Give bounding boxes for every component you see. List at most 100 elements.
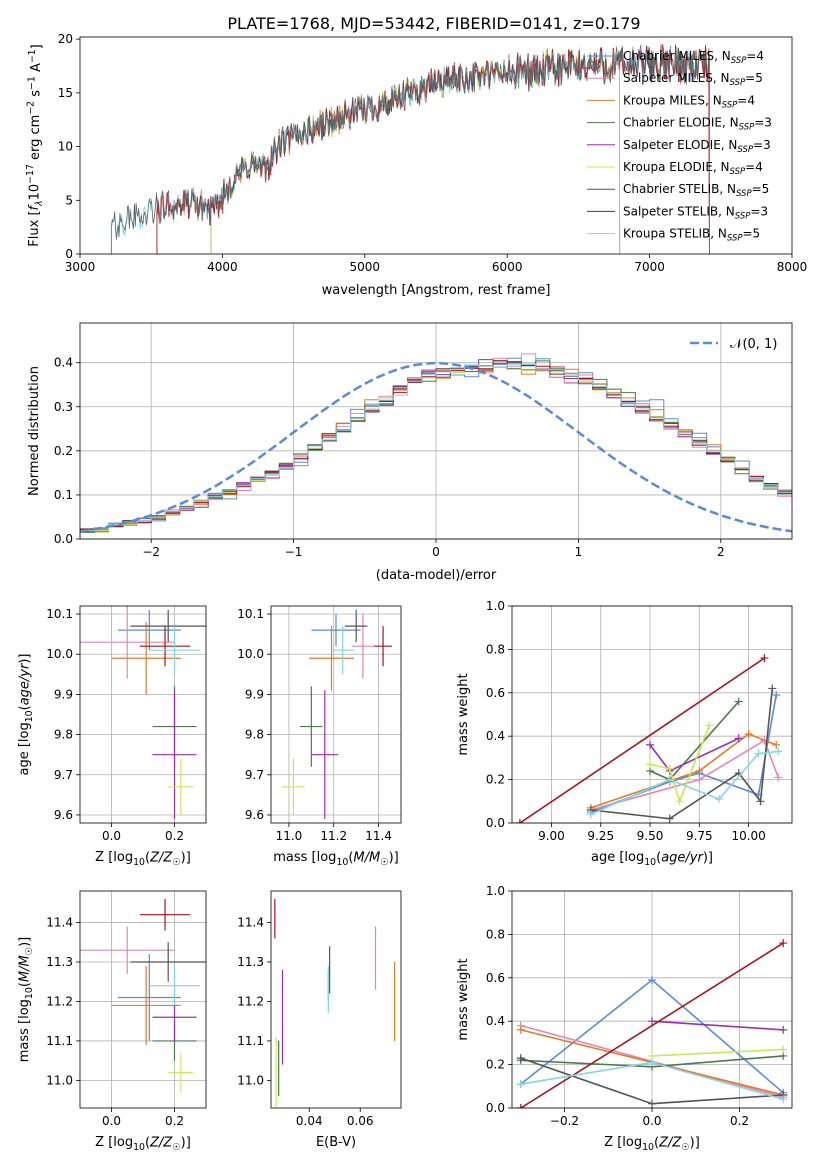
- y-tick-label: 11.2: [237, 994, 264, 1008]
- y-tick-label: 11.4: [46, 916, 73, 930]
- y-tick-label: 11.2: [46, 994, 73, 1008]
- y-tick-label: 10.1: [46, 607, 73, 621]
- x-tick-label: 0.2: [165, 1114, 184, 1128]
- x-tick-label: 4000: [207, 260, 238, 274]
- y-tick-label: 0.2: [486, 773, 505, 787]
- y-tick-label: 0.0: [54, 532, 73, 546]
- x-tick-label: 0.2: [730, 1114, 749, 1128]
- y-tick-label: 11.3: [46, 955, 73, 969]
- weight-line-salpeter-miles: [590, 739, 779, 811]
- label-fragment: )]: [703, 850, 713, 865]
- label-fragment: (: [656, 850, 661, 865]
- x-tick-label: 0: [432, 545, 440, 559]
- x-tick-label: 7000: [634, 260, 665, 274]
- label-fragment: Z/Z: [149, 850, 173, 865]
- weight-marker: [675, 797, 684, 806]
- y-tick-label: 1.0: [486, 884, 505, 898]
- label-fragment: (: [654, 1135, 659, 1150]
- weight-marker: [516, 1080, 525, 1089]
- legend-n-prefix: , N: [714, 49, 731, 63]
- weight-marker: [695, 766, 704, 775]
- y-tick-label: 0.4: [486, 729, 505, 743]
- label-fragment: λ: [34, 200, 45, 207]
- weight-marker: [516, 1025, 525, 1034]
- y-axis-label: Normed distribution: [27, 366, 42, 496]
- label-fragment: 10: [336, 857, 348, 868]
- legend-label: Chabrier ELODIE, NSSP=3: [623, 116, 772, 133]
- legend-n-value: =3: [750, 204, 768, 218]
- x-tick-label: 9.75: [686, 829, 713, 843]
- legend-model: Salpeter STELIB: [623, 204, 718, 218]
- weight-marker: [648, 1058, 656, 1067]
- x-tick-label: 0.0: [642, 1114, 661, 1128]
- weight-marker: [768, 684, 777, 693]
- plot-area: [515, 654, 783, 823]
- legend-n-value: =5: [743, 227, 761, 241]
- weight-marker: [695, 775, 704, 784]
- label-fragment: −1: [27, 49, 38, 63]
- residual-histogram-panel: −2 −1 0 1 2 0.0 0.1 0.2 0.3 0.4 𝒩(0, 1) (data-model…: [27, 322, 793, 583]
- weight-marker: [772, 740, 781, 749]
- label-fragment: A: [29, 63, 44, 76]
- y-tick-label: 10.1: [237, 607, 264, 621]
- label-fragment: (: [145, 850, 150, 865]
- y-tick-label: 9.8: [245, 728, 264, 742]
- y-tick-label: 0.2: [54, 444, 73, 458]
- plot-area: [516, 939, 788, 1108]
- y-axis-label: age [log10(age/yr)]: [17, 653, 35, 775]
- legend-n-prefix: , N: [718, 204, 735, 218]
- weight-marker: [756, 797, 765, 806]
- y-axis-label: Flux [fλ10−17 erg cm−2 s−1 A−1]: [25, 44, 45, 246]
- x-axis-label: wavelength [Angstrom, rest frame]: [322, 283, 551, 298]
- plot-area: [274, 898, 396, 1108]
- label-fragment: age [log: [17, 722, 32, 775]
- x-tick-label: 0.0: [102, 829, 121, 843]
- label-fragment: 10: [24, 710, 35, 722]
- weight-line-salpeter-elodie: [651, 1020, 784, 1031]
- y-tick-label: 9.6: [54, 808, 73, 822]
- legend-n-subscript: SSP: [737, 145, 753, 155]
- mass-vs-ebv-panel: 0.04 0.06 11.0 11.1 11.2 11.3 11.4 E(B-V): [237, 890, 402, 1150]
- legend-n-prefix: , N: [705, 93, 722, 107]
- label-fragment: mass [log: [273, 850, 336, 865]
- axes-frame: [79, 890, 207, 1109]
- x-tick-label: 11.2: [320, 829, 347, 843]
- legend-model: Kroupa STELIB: [623, 227, 710, 241]
- legend-n-value: =4: [746, 49, 764, 63]
- label-fragment: 10: [133, 857, 145, 868]
- x-tick-label: −1: [285, 545, 303, 559]
- label-fragment: )]: [389, 851, 399, 866]
- y-tick-label: 0.0: [486, 816, 505, 830]
- y-axis-label: mass weight: [456, 958, 471, 1040]
- legend-model: Chabrier MILES: [623, 49, 714, 63]
- y-tick-label: 9.9: [54, 687, 73, 701]
- weight-marker: [705, 721, 714, 730]
- label-fragment: 10: [644, 857, 656, 868]
- y-tick-label: 10.0: [237, 647, 264, 661]
- x-axis-label: Z [log10(Z/Z☉)]: [95, 850, 191, 868]
- y-axis-label: mass weight: [456, 673, 471, 755]
- x-tick-label: 9.50: [637, 829, 664, 843]
- legend-n-prefix: , N: [713, 160, 730, 174]
- x-tick-label: 0.2: [165, 829, 184, 843]
- legend-n-subscript: SSP: [731, 56, 747, 66]
- label-fragment: )]: [181, 1136, 191, 1151]
- x-tick-label: 9.25: [587, 829, 614, 843]
- axes-frame: [270, 605, 402, 824]
- legend-model: Salpeter ELODIE: [623, 138, 721, 152]
- figure-title: PLATE=1768, MJD=53442, FIBERID=0141, z=0…: [227, 14, 640, 33]
- axes-frame: [79, 36, 793, 255]
- legend-n-value: =4: [737, 93, 755, 107]
- label-fragment: (: [17, 705, 32, 710]
- x-tick-label: 0.04: [296, 1114, 323, 1128]
- legend-label: 𝒩(0, 1): [730, 337, 777, 352]
- plot-area: [80, 606, 206, 819]
- weight-line-kroupa-miles: [590, 733, 777, 809]
- label-fragment: (: [145, 1135, 150, 1150]
- legend-model: Kroupa ELODIE: [623, 160, 713, 174]
- weight-marker: [760, 654, 769, 663]
- weight-line-salpeter-stelib: [519, 657, 765, 823]
- legend-model: Chabrier STELIB: [623, 182, 719, 196]
- y-tick-label: 0.2: [486, 1058, 505, 1072]
- label-fragment: 10: [642, 1142, 654, 1153]
